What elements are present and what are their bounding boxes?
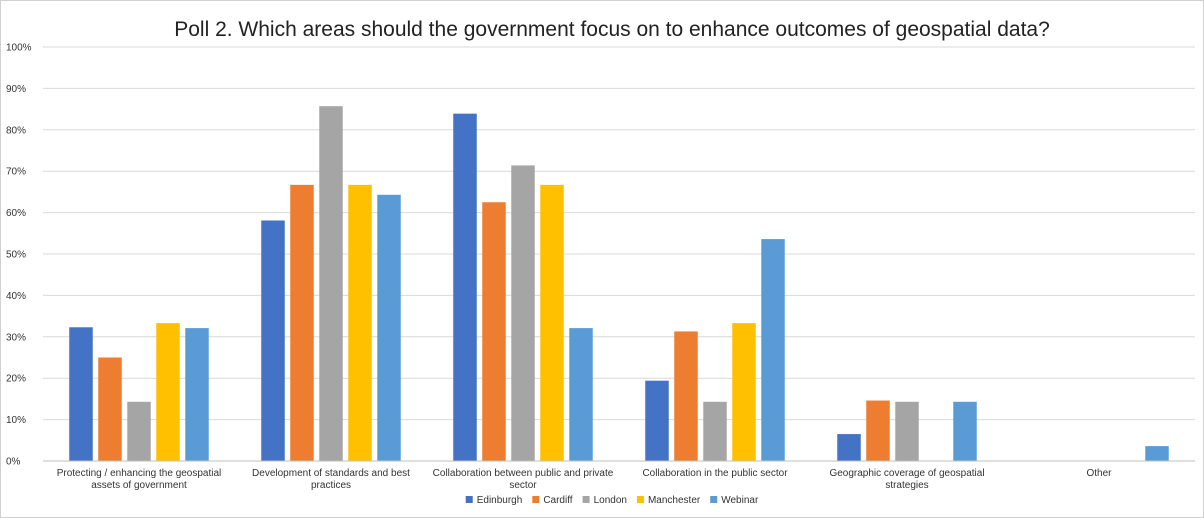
- y-tick-label: 30%: [6, 332, 26, 343]
- x-tick-label: Other: [1086, 468, 1112, 479]
- x-tick-label: Collaboration in the public sector: [642, 468, 788, 479]
- chart-title: Poll 2. Which areas should the governmen…: [174, 18, 1050, 41]
- y-axis-ticks: 0% 10% 20% 30% 40% 50% 60% 70% 80% 90% 100%: [6, 43, 32, 468]
- x-tick-label: Development of standards and best practic…: [252, 468, 410, 491]
- bars: [69, 106, 1169, 462]
- legend: Edinburgh Cardiff London Manchester Webinar: [465, 495, 759, 506]
- bar-manchester: [732, 323, 756, 461]
- legend-label: Manchester: [648, 495, 701, 506]
- bar-london: [895, 401, 919, 461]
- legend-swatch-cardiff: [532, 496, 540, 503]
- bar-cardiff: [674, 331, 698, 461]
- legend-label: Edinburgh: [477, 495, 523, 506]
- bar-london: [127, 401, 151, 461]
- legend-label: Cardiff: [543, 495, 572, 506]
- y-tick-label: 10%: [6, 415, 26, 426]
- legend-swatch-webinar: [710, 496, 718, 503]
- bar-manchester: [540, 184, 564, 461]
- bar-edinburgh: [261, 220, 285, 461]
- x-axis-labels: Protecting / enhancing the geospatial ass…: [57, 468, 1112, 491]
- bar-london: [703, 401, 727, 461]
- bar-webinar: [377, 194, 401, 461]
- bar-webinar: [1145, 446, 1169, 461]
- legend-label: London: [594, 495, 627, 506]
- y-tick-label: 70%: [6, 167, 26, 178]
- y-tick-label: 40%: [6, 291, 26, 302]
- y-tick-label: 60%: [6, 208, 26, 219]
- bar-london: [511, 165, 535, 462]
- bar-manchester: [348, 184, 372, 461]
- bar-webinar: [569, 328, 593, 461]
- y-tick-label: 90%: [6, 84, 26, 95]
- bar-webinar: [761, 239, 785, 461]
- legend-swatch-edinburgh: [465, 496, 473, 503]
- legend-swatch-manchester: [636, 496, 644, 503]
- bar-edinburgh: [837, 434, 861, 461]
- bar-cardiff: [290, 184, 314, 461]
- y-tick-label: 50%: [6, 250, 26, 261]
- y-tick-label: 0%: [6, 457, 21, 468]
- y-tick-label: 80%: [6, 125, 26, 136]
- bar-manchester: [156, 323, 180, 461]
- bar-edinburgh: [69, 327, 93, 461]
- x-tick-label: Collaboration between public and private…: [433, 468, 614, 491]
- legend-swatch-london: [582, 496, 590, 503]
- x-tick-label: Protecting / enhancing the geospatial ass…: [57, 468, 222, 491]
- y-tick-label: 100%: [6, 43, 32, 54]
- gridlines: [43, 46, 1195, 421]
- bar-webinar: [185, 328, 209, 461]
- bar-london: [319, 106, 343, 462]
- bar-cardiff: [482, 202, 506, 461]
- bar-edinburgh: [645, 380, 669, 461]
- x-tick-label: Geographic coverage of geospatial strateg…: [829, 468, 984, 491]
- bar-cardiff: [866, 400, 890, 461]
- bar-edinburgh: [453, 113, 477, 462]
- legend-label: Webinar: [721, 495, 759, 506]
- bar-cardiff: [98, 357, 122, 461]
- bar-webinar: [953, 401, 977, 461]
- y-tick-label: 20%: [6, 374, 26, 385]
